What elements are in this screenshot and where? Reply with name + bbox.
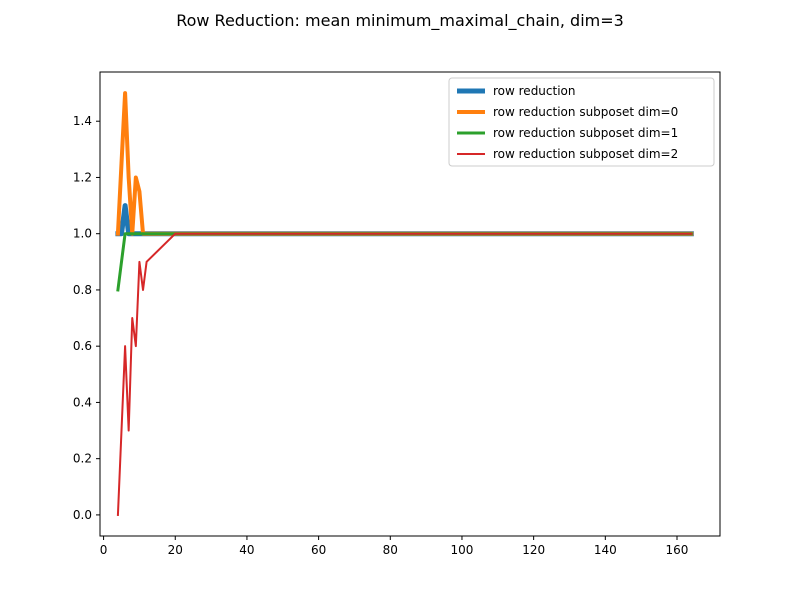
series-layer [115, 91, 694, 516]
x-tick-label: 60 [311, 543, 326, 557]
legend-label: row reduction [493, 84, 576, 98]
legend-label: row reduction subposet dim=2 [493, 147, 678, 161]
x-tick-label: 80 [383, 543, 398, 557]
x-tick-label: 20 [168, 543, 183, 557]
y-tick-label: 0.0 [73, 508, 92, 522]
x-tick-label: 40 [239, 543, 254, 557]
x-tick-label: 100 [451, 543, 474, 557]
series-line-3 [116, 232, 693, 516]
chart-title: Row Reduction: mean minimum_maximal_chai… [176, 11, 624, 31]
y-tick-label: 1.0 [73, 227, 92, 241]
axes-frame [99, 71, 721, 537]
axes-layer: 0 20 40 60 80 100 120 140 160 0.0 0.2 0.4 0.6 0.8 1.0 1… [73, 71, 721, 557]
x-tick-label: 120 [522, 543, 545, 557]
y-tick-label: 1.2 [73, 170, 92, 184]
y-tick-label: 1.4 [73, 114, 92, 128]
x-tick-label: 140 [594, 543, 617, 557]
y-tick-label: 0.2 [73, 452, 92, 466]
legend-box [448, 77, 715, 167]
y-tick-label: 0.4 [73, 395, 92, 409]
legend-label: row reduction subposet dim=0 [493, 105, 678, 119]
x-tick-label: 0 [100, 543, 108, 557]
x-tick-label: 160 [666, 543, 689, 557]
legend: row reduction row reduction subposet dim=… [448, 77, 715, 167]
legend-label: row reduction subposet dim=1 [493, 126, 678, 140]
y-tick-label: 0.6 [73, 339, 92, 353]
y-tick-label: 0.8 [73, 283, 92, 297]
